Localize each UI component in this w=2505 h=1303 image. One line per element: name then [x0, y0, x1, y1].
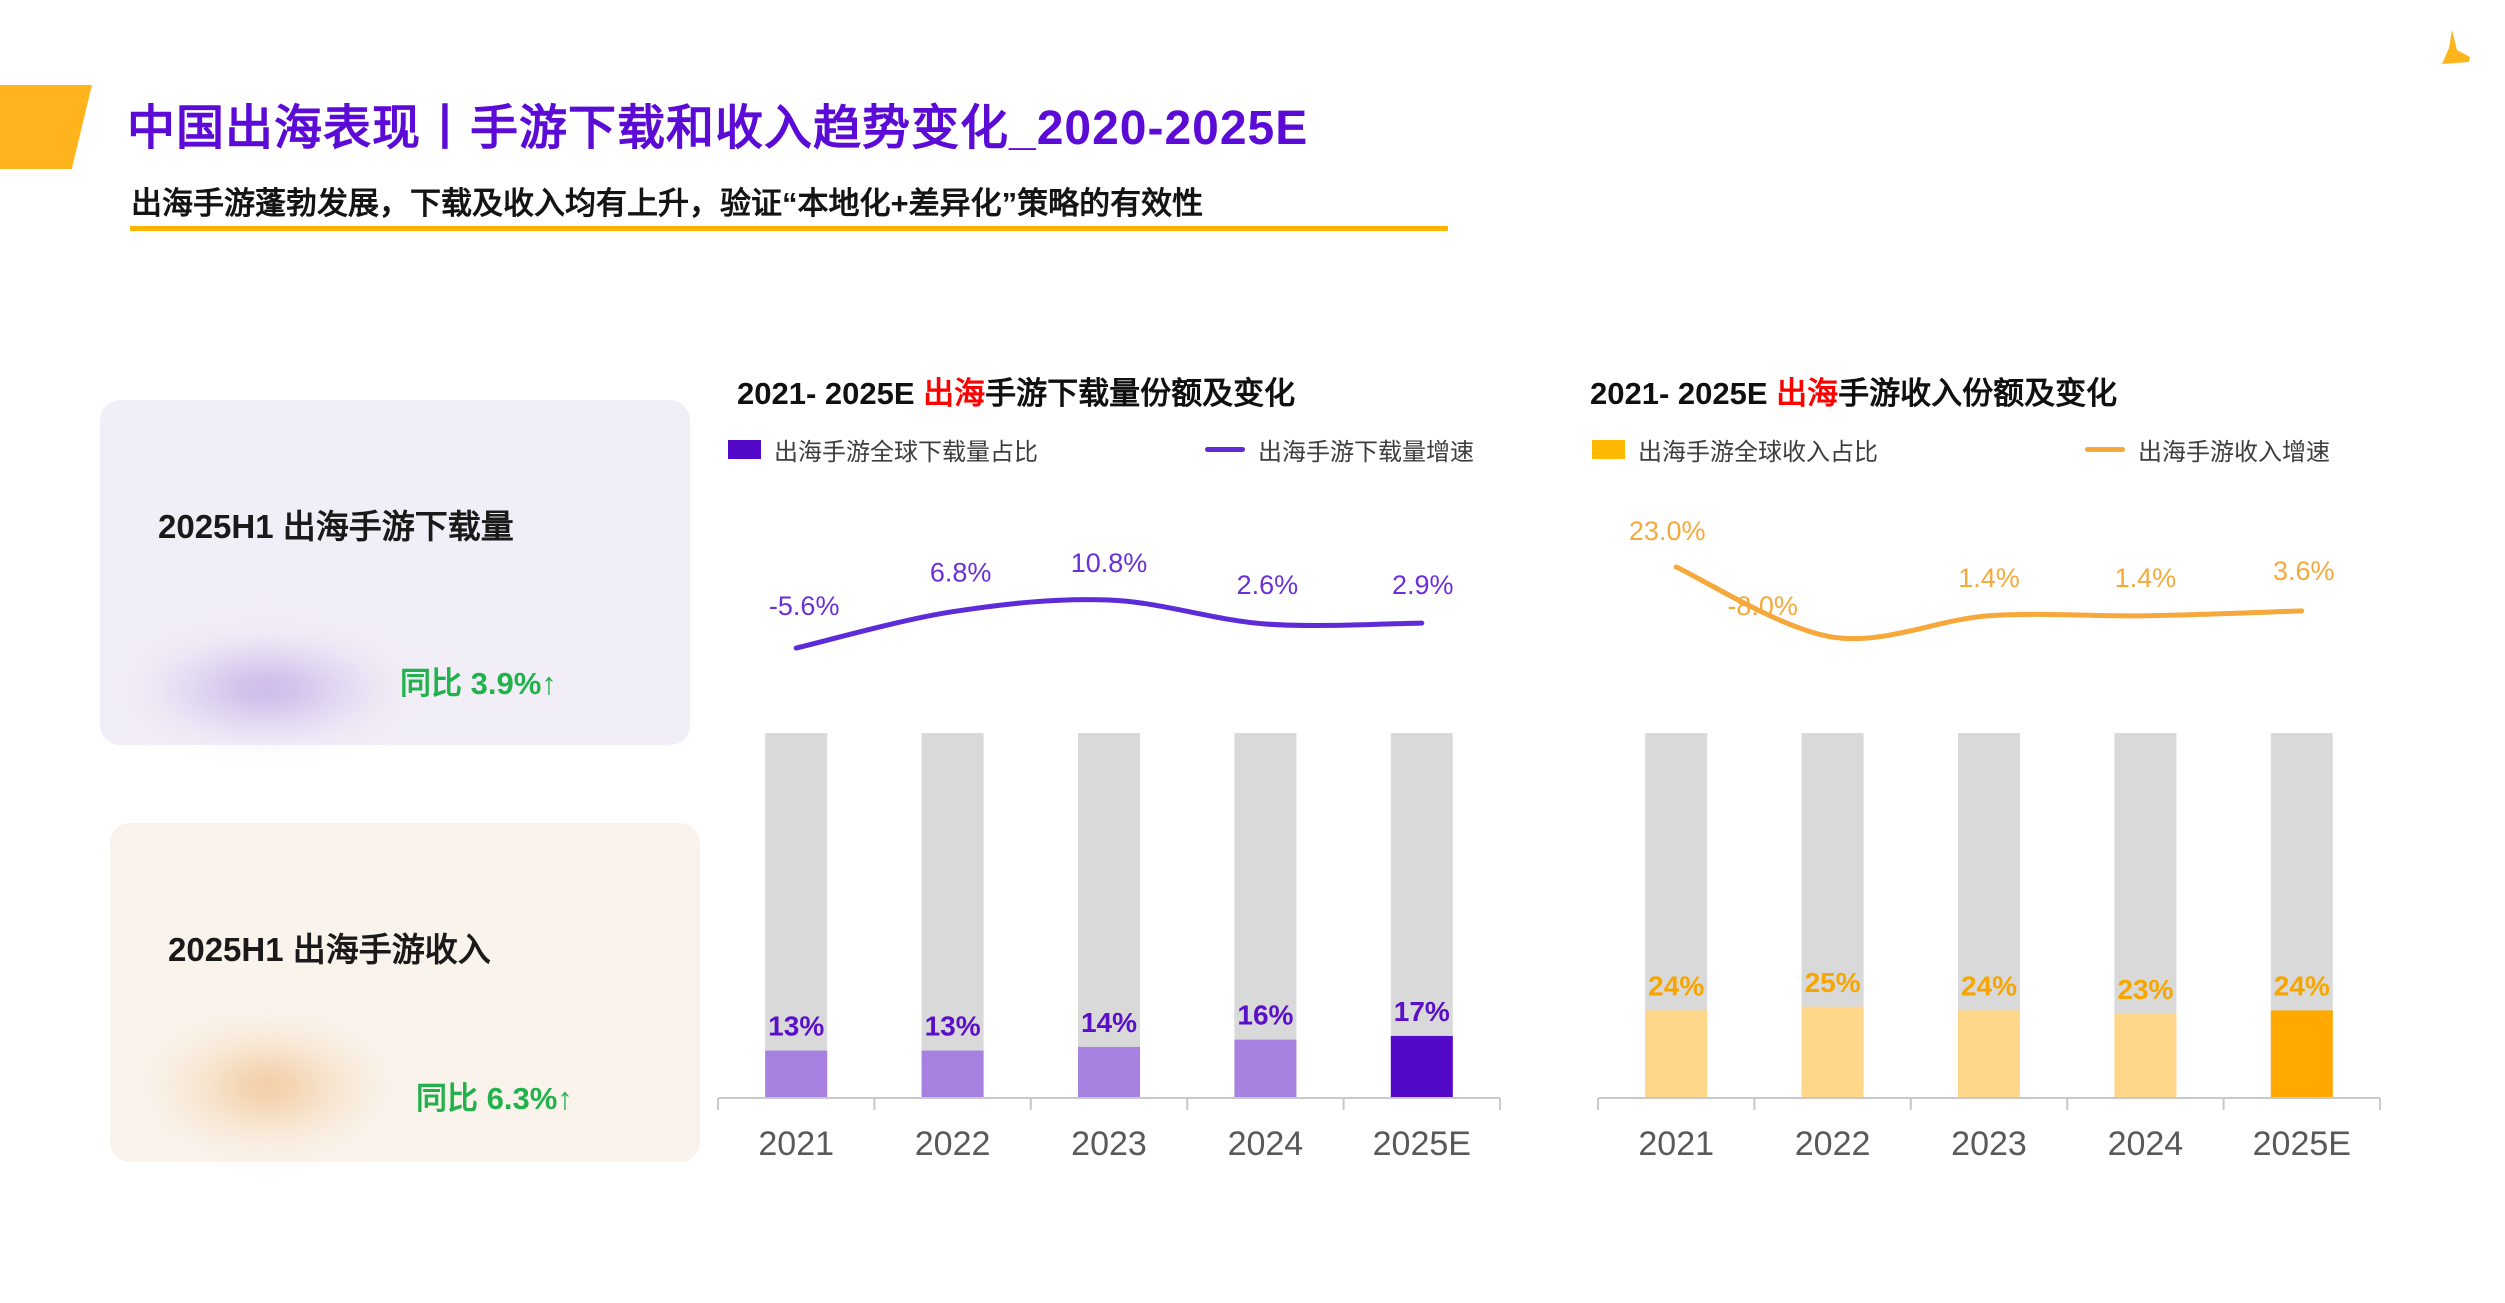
bar-label-2023: 24% — [1961, 970, 2017, 1001]
downloads-chart: 2021- 2025E 出海手游下载量份额及变化 出海手游全球下载量占比 出海手… — [700, 368, 1530, 1218]
chart-title: 2021- 2025E 出海手游收入份额及变化 — [1590, 376, 2118, 411]
bar-bg-2024 — [1234, 733, 1297, 1098]
x-label-2024: 2024 — [2108, 1125, 2184, 1163]
bar-swatch-icon — [1592, 440, 1625, 459]
x-label-2021: 2021 — [1638, 1125, 1714, 1163]
legend-line-label: 出海手游下载量增速 — [1258, 439, 1474, 466]
line-label-2024: 2.6% — [1237, 570, 1299, 600]
x-label-2021: 2021 — [758, 1125, 834, 1163]
x-label-2023: 2023 — [1071, 1125, 1147, 1163]
line-label-2021: -5.6% — [769, 591, 840, 621]
line-label-2024: 1.4% — [2115, 563, 2177, 593]
downloads-chart-canvas: 13% 13% 14% 16% 17% 2021 2022 2023 2024 2025E -5.6… — [717, 548, 1501, 1163]
page-subtitle: 出海手游蓬勃发展，下载及收入均有上升，验证“本地化+差异化”策略的有效性 — [131, 186, 1204, 221]
bar-swatch-icon — [728, 440, 761, 459]
redacted-value — [133, 636, 400, 742]
bar-value-2024 — [1234, 1039, 1297, 1098]
bar-label-2025E: 24% — [2274, 970, 2330, 1001]
chart-title-highlight: 出海 — [1776, 376, 1839, 411]
bar-label-2023: 14% — [1081, 1007, 1137, 1038]
chart-title-highlight: 出海 — [923, 376, 986, 411]
corner-accent-shape — [0, 85, 92, 169]
bar-label-2025E: 17% — [1394, 996, 1450, 1027]
bar-value-2021 — [765, 1050, 828, 1098]
bar-value-2023 — [1958, 1010, 2020, 1098]
stat-card-downloads: 2025H1 出海手游下载量 同比 3.9%↑ — [100, 400, 690, 745]
bar-bg-2022 — [921, 733, 984, 1098]
x-label-2023: 2023 — [1951, 1125, 2027, 1163]
line-label-2023: 10.8% — [1071, 548, 1148, 578]
line-label-2023: 1.4% — [1958, 563, 2020, 593]
legend-bar-series: 出海手游全球收入占比 — [1592, 432, 1878, 467]
line-label-2025E: 2.9% — [1392, 570, 1454, 600]
line-swatch-icon — [2085, 447, 2125, 452]
bar-label-2021: 13% — [768, 1011, 824, 1042]
revenue-chart: 2021- 2025E 出海手游收入份额及变化 出海手游全球收入占比 出海手游收… — [1580, 368, 2410, 1218]
yoy-badge: 同比 6.3%↑ — [416, 1081, 573, 1116]
redacted-value — [145, 1020, 390, 1153]
logo-mark-icon — [2442, 30, 2470, 64]
line-label-2022: -8.0% — [1727, 591, 1798, 621]
bar-value-2024 — [2114, 1014, 2177, 1098]
stat-card-revenue: 2025H1 出海手游收入 同比 6.3%↑ — [110, 823, 700, 1162]
legend-bar-label: 出海手游全球下载量占比 — [774, 439, 1038, 466]
growth-line — [1673, 564, 2305, 642]
x-label-2022: 2022 — [915, 1125, 991, 1163]
bar-value-2025E — [2270, 1010, 2333, 1098]
bar-label-2024: 16% — [1237, 1000, 1293, 1031]
x-label-2024: 2024 — [1228, 1125, 1304, 1163]
title-underline — [130, 226, 1448, 231]
legend-line-label: 出海手游收入增速 — [2138, 439, 2330, 466]
legend-bar-label: 出海手游全球收入占比 — [1638, 439, 1878, 466]
chart-title: 2021- 2025E 出海手游下载量份额及变化 — [737, 376, 1296, 411]
bar-label-2022: 13% — [925, 1011, 981, 1042]
stat-card-title: 2025H1 出海手游下载量 — [158, 508, 514, 545]
bar-label-2024: 23% — [2117, 974, 2173, 1005]
x-label-2025E: 2025E — [2253, 1125, 2351, 1163]
legend-line-series: 出海手游下载量增速 — [1205, 432, 1474, 467]
bar-bg-2021 — [765, 733, 828, 1098]
bar-label-2021: 24% — [1648, 970, 1704, 1001]
yoy-badge: 同比 3.9%↑ — [400, 666, 557, 701]
x-label-2022: 2022 — [1795, 1125, 1871, 1163]
bar-value-2023 — [1078, 1046, 1140, 1098]
bar-value-2021 — [1645, 1010, 1708, 1098]
line-label-2025E: 3.6% — [2273, 556, 2335, 586]
line-swatch-icon — [1205, 447, 1245, 452]
bar-bg-2023 — [1078, 733, 1140, 1098]
growth-line — [793, 597, 1425, 651]
stat-card-title: 2025H1 出海手游收入 — [168, 931, 491, 968]
bar-value-2022 — [921, 1050, 984, 1098]
line-label-2021: 23.0% — [1629, 516, 1706, 546]
bar-label-2022: 25% — [1805, 967, 1861, 998]
x-label-2025E: 2025E — [1373, 1125, 1471, 1163]
page-title: 中国出海表现丨手游下载和收入趋势变化_2020-2025E — [127, 102, 1309, 155]
line-label-2022: 6.8% — [930, 558, 992, 588]
bar-value-2022 — [1801, 1006, 1864, 1098]
legend-bar-series: 出海手游全球下载量占比 — [728, 432, 1038, 467]
legend-line-series: 出海手游收入增速 — [2085, 432, 2330, 467]
revenue-chart-canvas: 24% 25% 24% 23% 24% 2021 2022 2023 2024 2025E 23.0… — [1597, 516, 2381, 1163]
bar-value-2025E — [1390, 1035, 1453, 1098]
